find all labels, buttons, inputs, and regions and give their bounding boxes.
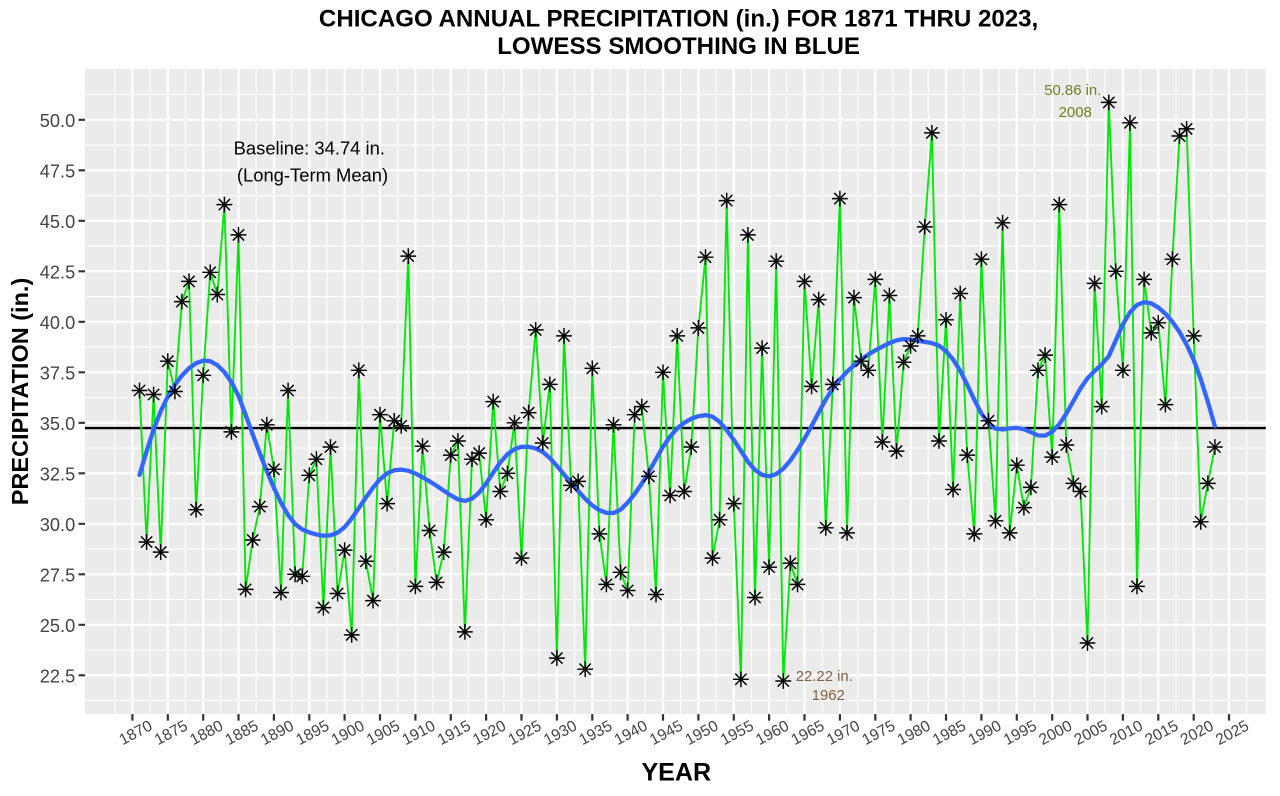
- svg-text:50.0: 50.0: [40, 111, 75, 131]
- svg-text:22.22 in.: 22.22 in.: [796, 669, 853, 685]
- svg-text:1950: 1950: [682, 717, 721, 749]
- svg-text:45.0: 45.0: [40, 212, 75, 232]
- svg-text:25.0: 25.0: [40, 616, 75, 636]
- svg-text:1995: 1995: [1001, 717, 1040, 749]
- svg-text:1985: 1985: [930, 717, 969, 749]
- svg-text:1975: 1975: [859, 717, 898, 749]
- svg-text:27.5: 27.5: [40, 565, 75, 585]
- svg-text:1980: 1980: [895, 717, 934, 749]
- svg-text:1945: 1945: [647, 717, 686, 749]
- svg-text:40.0: 40.0: [40, 313, 75, 333]
- svg-text:CHICAGO ANNUAL PRECIPITATION (: CHICAGO ANNUAL PRECIPITATION (in.) FOR 1…: [319, 5, 1038, 32]
- svg-text:1990: 1990: [965, 717, 1004, 749]
- svg-text:1910: 1910: [399, 717, 438, 749]
- svg-text:2015: 2015: [1142, 717, 1181, 749]
- svg-text:1870: 1870: [116, 717, 155, 749]
- svg-text:37.5: 37.5: [40, 363, 75, 383]
- svg-text:32.5: 32.5: [40, 464, 75, 484]
- svg-text:1930: 1930: [541, 717, 580, 749]
- svg-text:42.5: 42.5: [40, 262, 75, 282]
- svg-text:1925: 1925: [506, 717, 545, 749]
- svg-text:1885: 1885: [223, 717, 262, 749]
- svg-text:1880: 1880: [187, 717, 226, 749]
- svg-text:2008: 2008: [1059, 105, 1092, 121]
- svg-text:2020: 2020: [1178, 717, 1217, 749]
- svg-text:YEAR: YEAR: [641, 758, 711, 786]
- svg-text:1935: 1935: [576, 717, 615, 749]
- svg-text:1905: 1905: [364, 717, 403, 749]
- svg-text:2000: 2000: [1036, 717, 1075, 749]
- svg-text:Baseline: 34.74 in.: Baseline: 34.74 in.: [234, 138, 385, 159]
- svg-text:(Long-Term Mean): (Long-Term Mean): [237, 165, 388, 186]
- svg-text:30.0: 30.0: [40, 515, 75, 535]
- svg-text:1965: 1965: [789, 717, 828, 749]
- svg-text:1940: 1940: [612, 717, 651, 749]
- svg-text:2025: 2025: [1213, 717, 1252, 749]
- svg-text:50.86 in.: 50.86 in.: [1044, 83, 1101, 99]
- svg-text:47.5: 47.5: [40, 161, 75, 181]
- svg-text:1970: 1970: [824, 717, 863, 749]
- svg-text:1895: 1895: [293, 717, 332, 749]
- svg-text:1960: 1960: [753, 717, 792, 749]
- svg-text:1915: 1915: [435, 717, 474, 749]
- svg-text:35.0: 35.0: [40, 414, 75, 434]
- svg-text:LOWESS SMOOTHING IN BLUE: LOWESS SMOOTHING IN BLUE: [497, 33, 860, 60]
- svg-text:1875: 1875: [152, 717, 191, 749]
- svg-text:2010: 2010: [1107, 717, 1146, 749]
- svg-text:2005: 2005: [1072, 717, 1111, 749]
- svg-text:1900: 1900: [329, 717, 368, 749]
- svg-text:1890: 1890: [258, 717, 297, 749]
- svg-text:1920: 1920: [470, 717, 509, 749]
- svg-text:1962: 1962: [812, 688, 845, 704]
- svg-text:1955: 1955: [718, 717, 757, 749]
- svg-text:22.5: 22.5: [40, 666, 75, 686]
- svg-text:PRECIPITATION (in.): PRECIPITATION (in.): [7, 278, 33, 506]
